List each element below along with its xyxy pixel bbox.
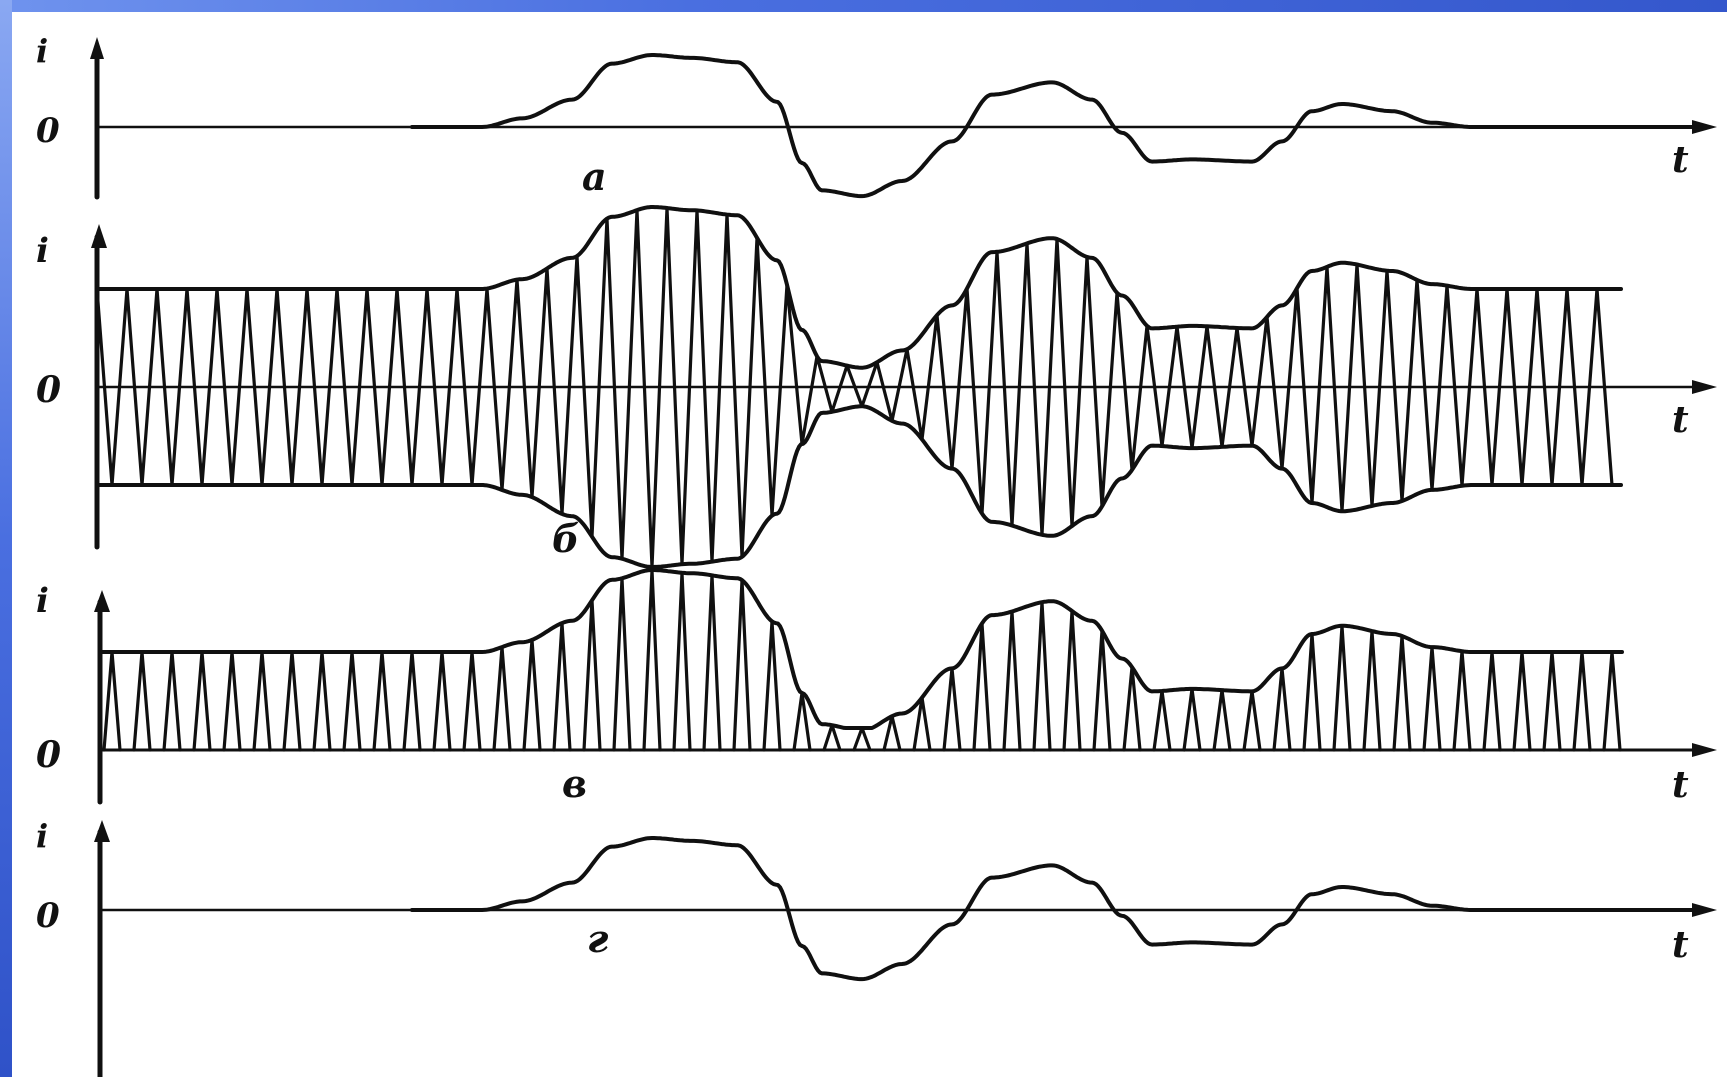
panel-v-caption: в [562, 761, 587, 806]
figure-canvas: i 0 t а i 0 t б [12, 12, 1727, 1077]
panel-g-i-label: i [36, 817, 48, 855]
panel-v-t-label: t [1672, 764, 1689, 806]
panel-a-t-arrowhead [1692, 120, 1717, 134]
panel-v-rectified-pulses [102, 568, 1622, 752]
panel-v-origin-label: 0 [36, 734, 61, 776]
panel-b-t-label: t [1672, 399, 1689, 441]
panel-a-signal-curve [410, 53, 1704, 199]
panel-g: i 0 t г [36, 817, 1717, 1077]
panel-v-i-label: i [36, 581, 49, 621]
panel-a-t-label: t [1672, 139, 1689, 181]
panel-v-t-arrowhead [1692, 743, 1717, 757]
panel-g-signal-curve [410, 836, 1704, 982]
panel-g-i-arrowhead [94, 820, 110, 842]
panel-b-carrier-oscillation [95, 206, 1614, 569]
panel-a-i-arrowhead [90, 37, 104, 59]
panel-v: i 0 t в [36, 568, 1717, 806]
am-demodulation-diagram: i 0 t а i 0 t б [36, 32, 1717, 1077]
panel-a-i-label: i [36, 32, 48, 70]
panel-b-i-arrowhead [91, 224, 107, 248]
panel-b: i 0 t б [36, 205, 1717, 569]
panel-v-i-arrowhead [94, 590, 110, 612]
panel-g-t-label: t [1672, 924, 1689, 966]
panel-b-i-label: i [36, 231, 49, 271]
panel-v-envelope [98, 568, 1624, 730]
panel-a-origin-label: 0 [36, 111, 60, 151]
panel-g-origin-label: 0 [36, 896, 60, 936]
panel-b-upper-envelope [95, 205, 1623, 370]
slide-top-stripe [0, 0, 1727, 12]
panel-b-origin-label: 0 [36, 369, 61, 411]
panel-g-t-arrowhead [1692, 903, 1717, 917]
panel-g-caption: г [587, 916, 608, 961]
slide-left-stripe [0, 0, 12, 1077]
panel-b-caption: б [552, 516, 579, 561]
panel-a: i 0 t а [36, 32, 1717, 200]
panel-a-caption: а [582, 154, 607, 199]
panel-b-t-arrowhead [1692, 380, 1717, 394]
